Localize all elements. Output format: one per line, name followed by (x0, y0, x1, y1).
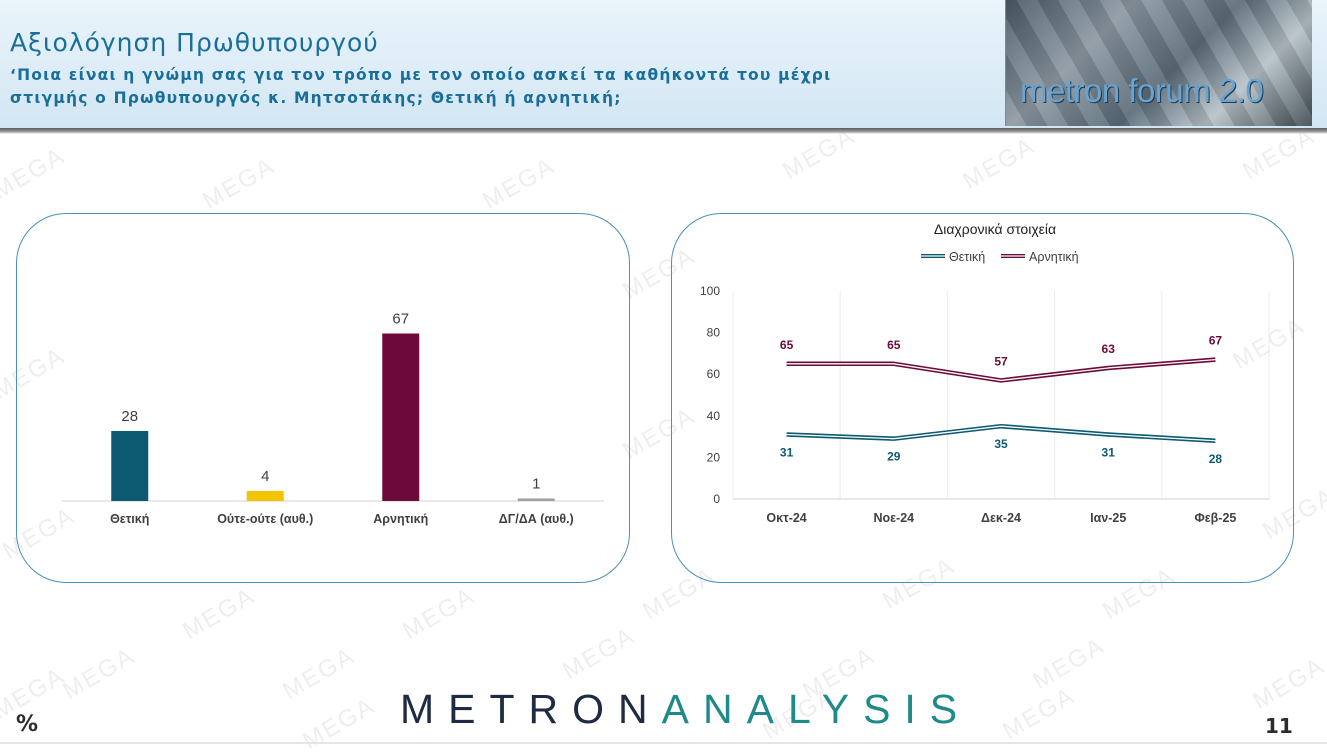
series-line-inner (786, 358, 1216, 382)
metron-analysis-logo: METRONANALYSIS (400, 686, 971, 733)
bottom-divider (0, 742, 1327, 744)
category-label: ΔΓ/ΔΑ (αυθ.) (499, 512, 574, 526)
data-label: 65 (780, 338, 794, 352)
data-label: 35 (994, 437, 1008, 451)
x-tick-label: Νοε-24 (873, 511, 914, 525)
legend-label: Αρνητική (1029, 250, 1079, 264)
data-label: 67 (392, 310, 409, 327)
y-tick-label: 60 (707, 367, 721, 381)
x-tick-label: Οκτ-24 (766, 511, 806, 525)
category-label: Αρνητική (373, 512, 428, 526)
series-line-inner (786, 425, 1216, 442)
category-label: Θετική (110, 512, 149, 526)
watermark-text: MEGA (958, 132, 1040, 195)
percent-sign: % (16, 712, 39, 737)
legend-label: Θετική (949, 250, 985, 264)
watermark-text: MEGA (1248, 652, 1327, 715)
x-tick-label: Ιαν-25 (1090, 511, 1126, 525)
watermark-text: MEGA (398, 582, 480, 645)
brand-part-a: METRON (400, 686, 662, 732)
watermark-text: MEGA (278, 642, 360, 705)
data-label: 63 (1102, 342, 1116, 356)
y-tick-label: 80 (707, 326, 721, 340)
bar (517, 498, 555, 501)
brand-part-b: ANALYSIS (661, 686, 972, 732)
y-tick-label: 20 (707, 450, 721, 464)
bar (111, 430, 149, 501)
chart-title: Διαχρονικά στοιχεία (934, 221, 1056, 237)
data-label: 65 (887, 338, 901, 352)
line-chart: Διαχρονικά στοιχεία Θετική Αρνητική 100 80 60… (700, 221, 1270, 525)
watermark-text: MEGA (178, 582, 260, 645)
x-tick-label: Φεβ-25 (1194, 511, 1236, 525)
data-label: 1 (532, 475, 540, 492)
metron-forum-logo: metron forum 2.0 (1005, 0, 1312, 126)
data-label: 4 (261, 468, 269, 485)
page-number: 11 (1265, 714, 1293, 738)
y-tick-label: 40 (707, 409, 721, 423)
watermark-text: MEGA (998, 682, 1080, 745)
watermark-text: MEGA (1028, 632, 1110, 695)
watermark-text: MEGA (198, 152, 280, 215)
bar (246, 490, 284, 501)
data-label: 67 (1209, 334, 1223, 348)
bar (382, 333, 420, 501)
logo-background-image (1006, 0, 1312, 126)
watermark-text: MEGA (58, 642, 140, 705)
watermark-text: MEGA (478, 152, 560, 215)
line-chart-panel (671, 213, 1294, 583)
data-label: 29 (887, 450, 901, 464)
category-label: Ούτε-ούτε (αυθ.) (217, 512, 313, 526)
watermark-text: MEGA (0, 142, 70, 205)
bar-chart: 28 Θετική 4 Ούτε-ούτε (αυθ.) 67 Αρνητική 1 ΔΓ/Δ… (62, 310, 604, 526)
logo-text: metron forum 2.0 (1020, 72, 1264, 109)
data-label: 28 (1209, 452, 1223, 466)
data-label: 31 (780, 446, 794, 460)
y-tick-label: 0 (713, 492, 720, 506)
x-tick-label: Δεκ-24 (981, 511, 1021, 525)
data-label: 28 (121, 408, 138, 425)
watermark-text: MEGA (558, 622, 640, 685)
data-label: 31 (1102, 446, 1116, 460)
y-tick-label: 100 (700, 284, 720, 298)
watermark-text: MEGA (298, 692, 380, 755)
page-title: Αξιολόγηση Πρωθυπουργού (10, 28, 379, 57)
data-label: 57 (994, 354, 1008, 368)
page-subtitle: ‘Ποια είναι η γνώμη σας για τον τρόπο με… (10, 66, 832, 107)
bar-chart-panel (16, 213, 630, 583)
header-shadow (0, 128, 1327, 134)
